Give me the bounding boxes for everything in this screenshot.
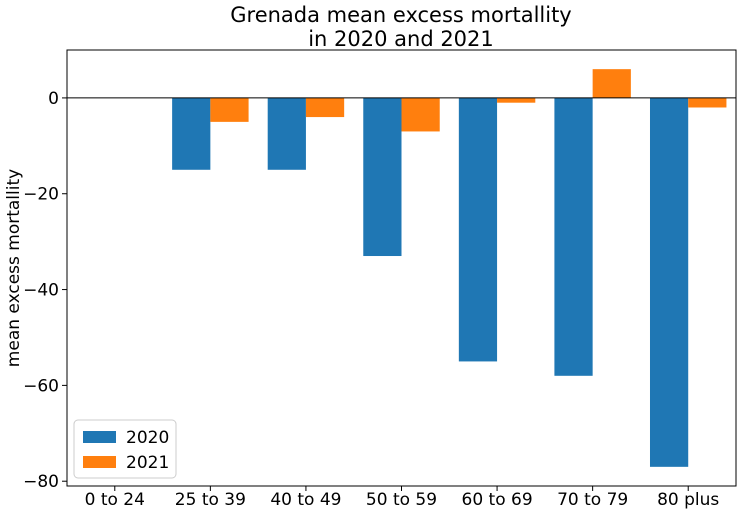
y-tick-label: −40 [23,281,59,301]
x-tick-label: 60 to 69 [462,490,533,510]
legend: 2020 2021 [73,419,177,479]
legend-label-2021: 2021 [126,453,169,473]
bar-2021-2 [210,97,249,122]
bar-2021-5 [497,97,536,103]
bar-2020-7 [649,97,689,467]
legend-label-2020: 2020 [126,428,169,448]
bar-2020-3 [267,97,306,170]
legend-swatch-2020 [83,431,116,443]
plot-area: 0 −20 −40 −60 −80 0 to 24 25 to 39 40 to 49 50 t… [23,49,737,510]
y-tick-label: −80 [23,472,59,492]
bar-2020-5 [458,97,498,362]
x-tick-label: 25 to 39 [175,490,246,510]
bar-2021-6 [592,69,631,98]
chart-title-line-1: Grenada mean excess mortallity [230,3,572,27]
bar-2021-3 [305,97,345,118]
bar-2020-2 [172,97,211,170]
bar-2021-4 [401,97,440,132]
bar-2021-7 [688,97,727,108]
x-tick-label: 70 to 79 [557,490,628,510]
bar-2020-6 [554,97,593,376]
y-axis-label: mean excess mortallity [4,169,24,367]
y-tick-label: −20 [23,185,59,205]
x-tick-label: 50 to 59 [366,490,437,510]
x-tick-label: 40 to 49 [270,490,341,510]
chart-title: Grenada mean excess mortallity in 2020 a… [230,3,572,51]
y-tick-label: −60 [23,376,59,396]
bar-2020-4 [363,97,402,257]
x-tick-label: 80 plus [657,490,719,510]
legend-swatch-2021 [83,456,116,468]
chart-title-line-2: in 2020 and 2021 [308,27,494,51]
x-tick-label: 0 to 24 [85,490,145,510]
y-tick-label: 0 [48,89,59,109]
